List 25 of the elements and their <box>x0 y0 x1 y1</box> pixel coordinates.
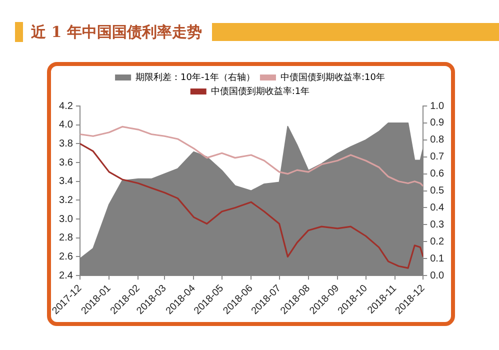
y2-tick-label: 0.9 <box>430 118 444 129</box>
y-tick-label: 4.0 <box>59 120 74 131</box>
chart-title: 近 1 年中国国债利率走势 <box>31 22 202 42</box>
y2-tick-label: 0.5 <box>430 186 444 197</box>
y2-tick-label: 0.0 <box>430 270 444 282</box>
legend-label: 期限利差：10年-1年（右轴） <box>136 72 255 83</box>
y-tick-label: 2.4 <box>59 270 74 282</box>
y2-tick-label: 0.2 <box>430 236 444 248</box>
y-tick-label: 3.0 <box>59 214 74 225</box>
y2-tick-label: 0.1 <box>430 253 444 264</box>
y2-tick-label: 0.3 <box>430 219 444 230</box>
y-tick-label: 2.8 <box>59 232 74 244</box>
legend-label: 中债国债到期收益率:1年 <box>210 86 310 97</box>
y-tick-label: 3.4 <box>59 176 74 188</box>
y-tick-label: 2.6 <box>59 251 74 262</box>
y2-tick-label: 0.8 <box>430 134 444 146</box>
y2-tick-label: 0.4 <box>430 202 444 214</box>
y-tick-label: 4.2 <box>59 100 74 112</box>
legend-label: 中债国债到期收益率:10年 <box>280 72 385 83</box>
y2-tick-label: 1.0 <box>430 100 444 112</box>
y-tick-label: 3.2 <box>59 194 74 206</box>
y2-tick-label: 0.6 <box>430 168 444 180</box>
y-tick-label: 3.6 <box>59 157 74 168</box>
y-tick-label: 3.8 <box>59 138 74 150</box>
y2-tick-label: 0.7 <box>430 152 444 163</box>
